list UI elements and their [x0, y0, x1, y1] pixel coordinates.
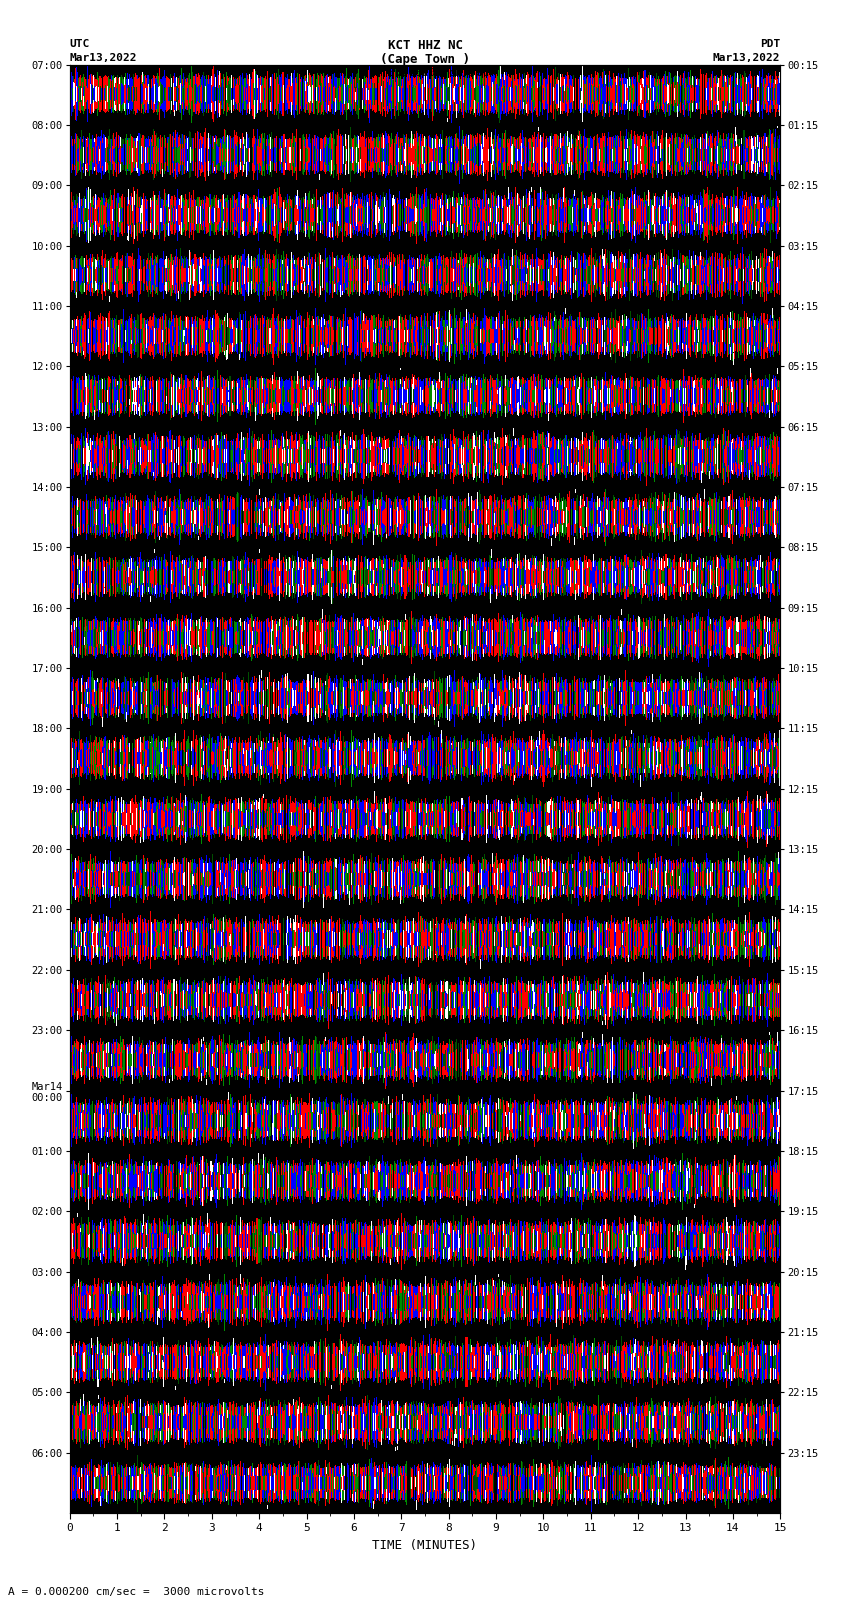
- Text: UTC: UTC: [70, 39, 90, 48]
- Text: I = 0.000200 cm/sec: I = 0.000200 cm/sec: [361, 68, 489, 77]
- Text: PDT: PDT: [760, 39, 780, 48]
- Text: KCT HHZ NC: KCT HHZ NC: [388, 39, 462, 52]
- Text: (Cape Town ): (Cape Town ): [380, 53, 470, 66]
- Text: A = 0.000200 cm/sec =  3000 microvolts: A = 0.000200 cm/sec = 3000 microvolts: [8, 1587, 265, 1597]
- X-axis label: TIME (MINUTES): TIME (MINUTES): [372, 1539, 478, 1552]
- Text: Mar13,2022: Mar13,2022: [70, 53, 137, 63]
- Text: Mar13,2022: Mar13,2022: [713, 53, 780, 63]
